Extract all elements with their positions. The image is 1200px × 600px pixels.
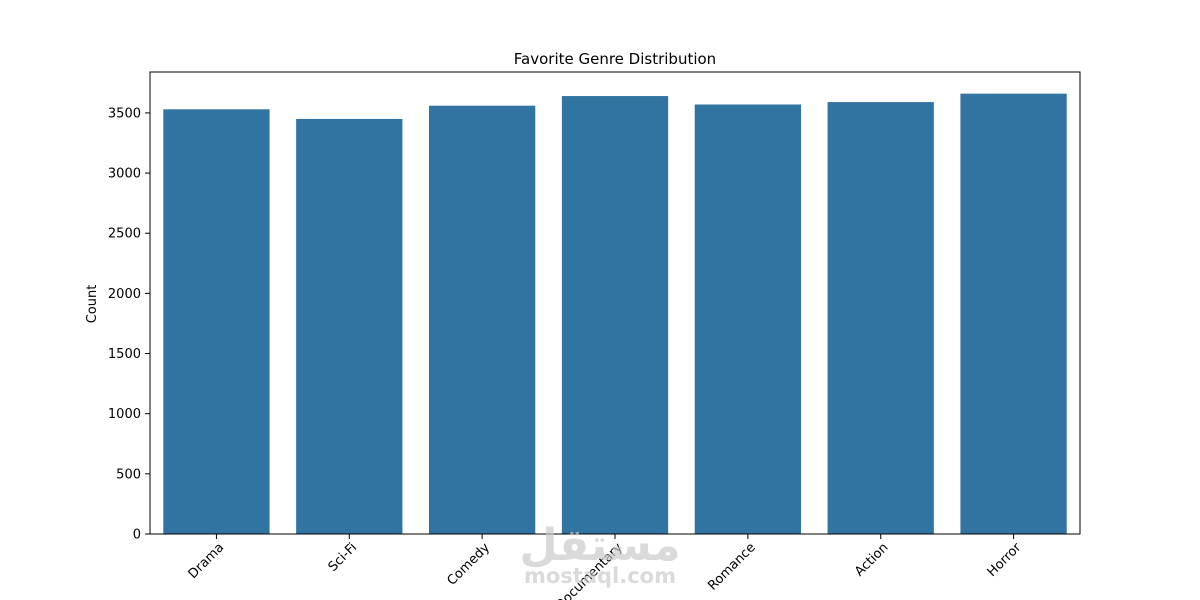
y-tick-label: 1000	[108, 407, 141, 422]
x-tick-label: Drama	[186, 540, 228, 582]
watermark-arabic: مستقل	[520, 520, 681, 571]
bar-romance	[694, 104, 801, 534]
bar-comedy	[429, 105, 536, 534]
y-tick-label: 2500	[108, 227, 141, 242]
x-tick-label: Sci-Fi	[326, 540, 361, 575]
watermark: مستقل mostaql.com	[520, 520, 681, 588]
x-tick-label: Comedy	[444, 540, 493, 589]
plot-frame	[149, 71, 1081, 535]
y-tick-label: 3000	[108, 167, 141, 182]
x-tick-label: Horror	[985, 540, 1025, 580]
y-tick-label: 1500	[108, 347, 141, 362]
y-tick-label: 500	[116, 467, 141, 482]
watermark-latin: mostaql.com	[524, 564, 676, 588]
chart-title: Favorite Genre Distribution	[514, 50, 716, 68]
bars-group	[163, 93, 1067, 534]
x-tick-label: Action	[852, 540, 891, 579]
bar-action	[827, 102, 934, 534]
x-tick-label: Romance	[705, 540, 758, 593]
bar-sci-fi	[296, 118, 403, 534]
y-ticks-group: 0 500 1000 1500 2000 2500 3000 3500	[108, 106, 150, 543]
y-tick-label: 2000	[108, 287, 141, 302]
y-tick-label: 0	[133, 528, 141, 543]
bar-horror	[960, 93, 1067, 534]
bar-documentary	[561, 96, 669, 534]
y-axis-label: Count	[85, 285, 100, 324]
bar-drama	[163, 109, 270, 534]
y-tick-label: 3500	[108, 106, 141, 121]
